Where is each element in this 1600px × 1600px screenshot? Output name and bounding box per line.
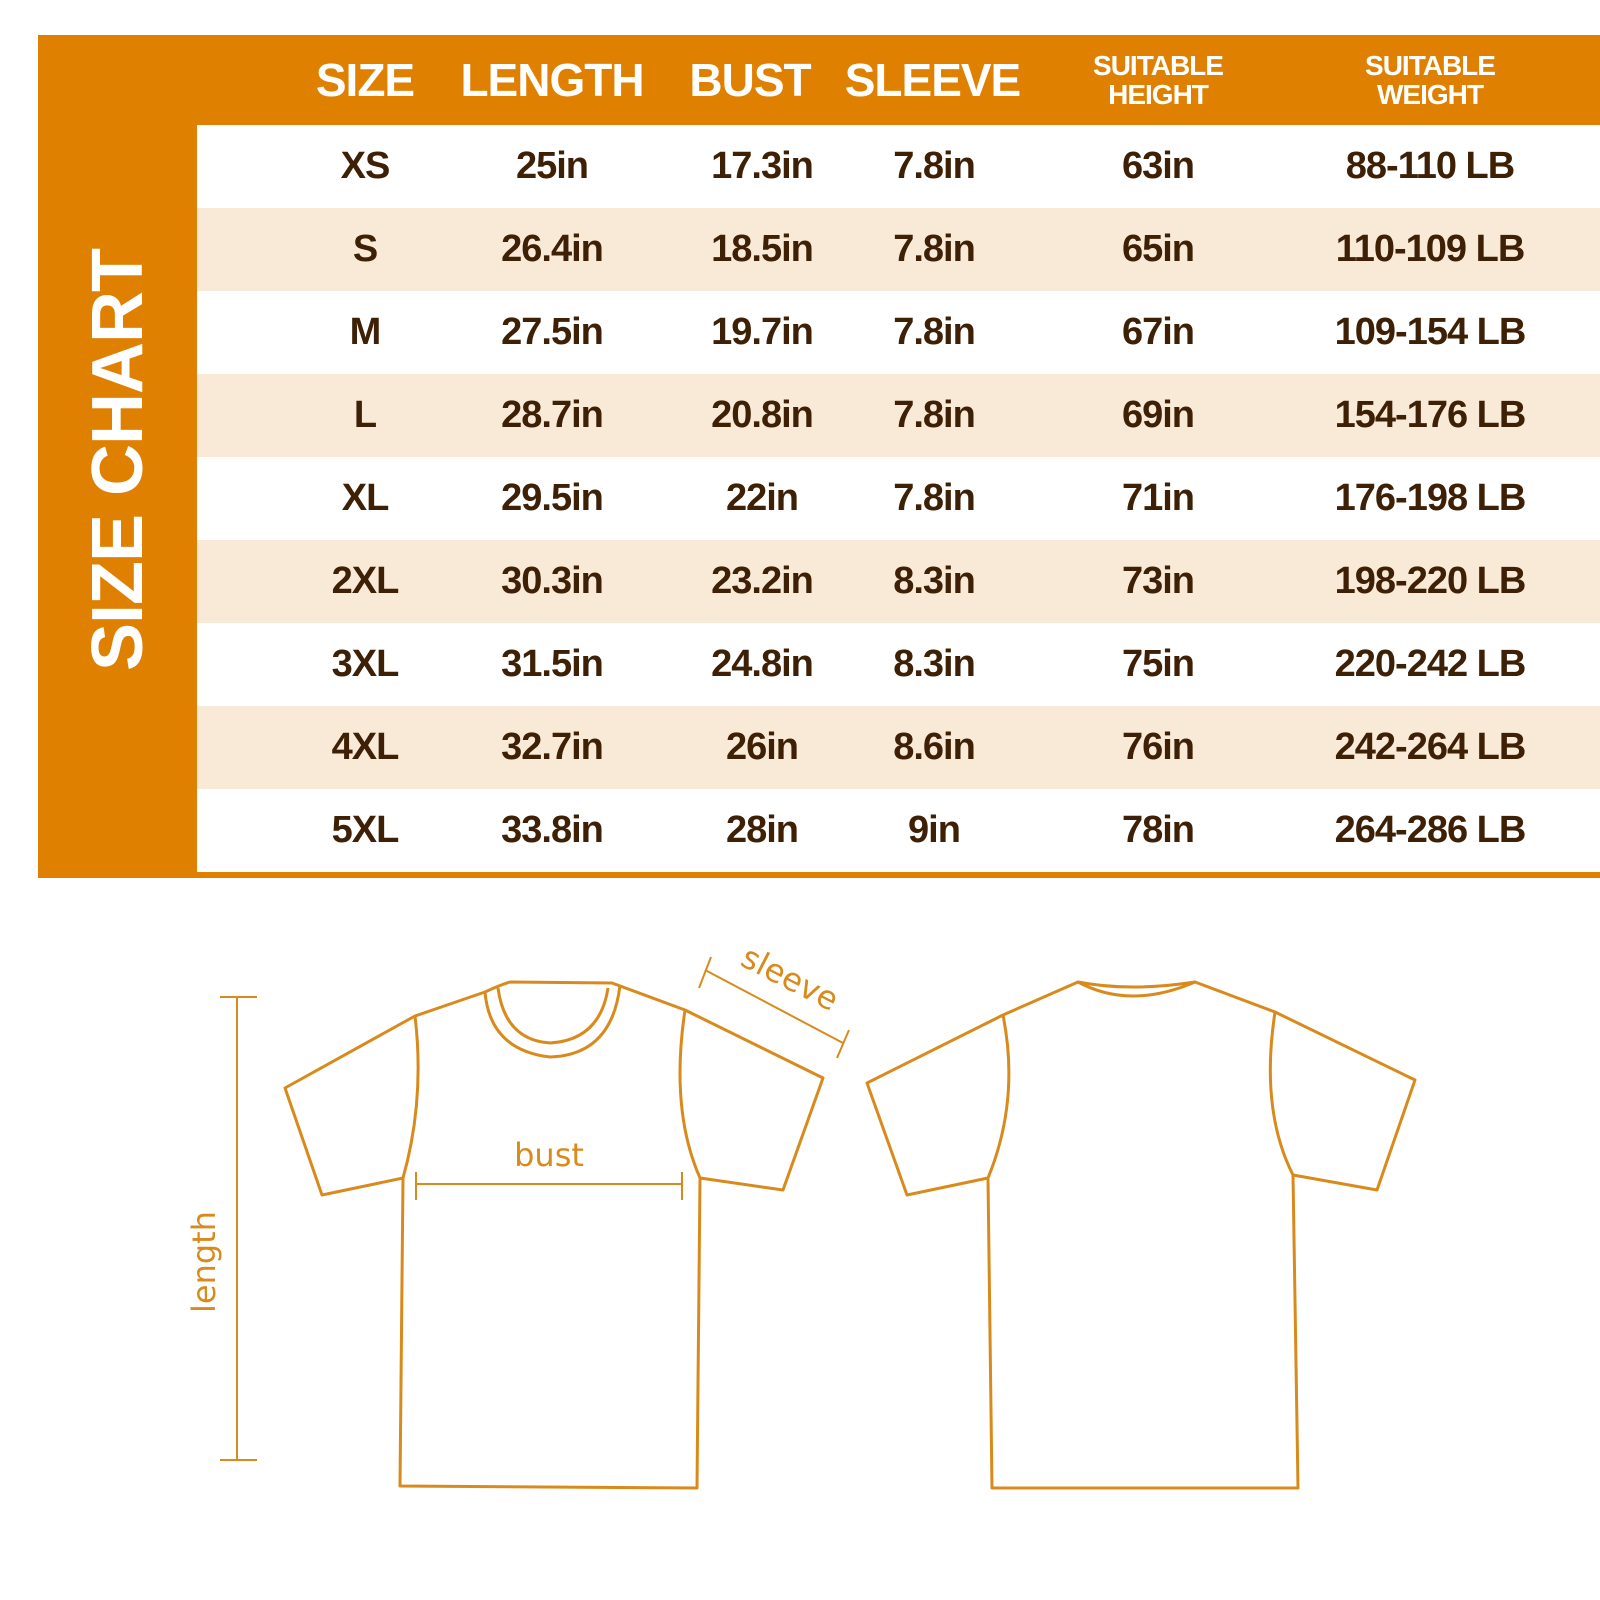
table-row: XL 29.5in 22in 7.8in 71in 176-198 LB: [197, 457, 1600, 540]
cell-height: 78in: [1121, 809, 1195, 851]
cell-height: 71in: [1121, 477, 1195, 519]
cell-length: 27.5in: [501, 311, 604, 353]
cell-weight: 154-176 LB: [1334, 394, 1527, 436]
header-length: LENGTH: [460, 54, 644, 106]
cell-length: 25in: [515, 145, 589, 187]
cell-bust: 24.8in: [711, 643, 814, 685]
cell-sleeve: 8.3in: [893, 560, 976, 602]
header-text: SUITABLE: [1365, 50, 1496, 81]
cell-sleeve: 8.6in: [893, 726, 976, 768]
table-row: 2XL 30.3in 23.2in 8.3in 73in 198-220 LB: [197, 540, 1600, 623]
sleeve-label: sleeve: [735, 938, 845, 1019]
cell-height: 67in: [1121, 311, 1195, 353]
cell-weight: 220-242 LB: [1334, 643, 1527, 685]
header-suitable-height: SUITABLE HEIGHT: [1058, 35, 1258, 125]
cell-weight: 198-220 LB: [1334, 560, 1527, 602]
cell-bust: 19.7in: [711, 311, 814, 353]
header-size: SIZE: [315, 54, 415, 106]
table-row: 4XL 32.7in 26in 8.6in 76in 242-264 LB: [197, 706, 1600, 789]
cell-height: 75in: [1121, 643, 1195, 685]
cell-bust: 17.3in: [711, 145, 814, 187]
cell-height: 63in: [1121, 145, 1195, 187]
side-title-bar: [38, 35, 197, 878]
header-text: HEIGHT: [1108, 79, 1209, 110]
table-row: 5XL 33.8in 28in 9in 78in 264-286 LB: [197, 789, 1600, 872]
cell-bust: 22in: [725, 477, 799, 519]
cell-bust: 18.5in: [711, 228, 814, 270]
cell-length: 33.8in: [501, 809, 604, 851]
table-header-bar: [38, 35, 1600, 125]
table-row: L 28.7in 20.8in 7.8in 69in 154-176 LB: [197, 374, 1600, 457]
header-text: SUITABLE: [1093, 50, 1224, 81]
cell-length: 28.7in: [501, 394, 604, 436]
cell-sleeve: 7.8in: [893, 394, 976, 436]
cell-length: 30.3in: [501, 560, 604, 602]
cell-weight: 109-154 LB: [1334, 311, 1527, 353]
cell-sleeve: 7.8in: [893, 477, 976, 519]
cell-weight: 242-264 LB: [1334, 726, 1527, 768]
size-table: XS 25in 17.3in 7.8in 63in 88-110 LB S 26.4in 18.…: [197, 125, 1600, 872]
cell-size: XS: [340, 145, 391, 187]
sleeve-line: [704, 969, 844, 1044]
cell-sleeve: 8.3in: [893, 643, 976, 685]
cell-length: 29.5in: [501, 477, 604, 519]
table-row: 3XL 31.5in 24.8in 8.3in 75in 220-242 LB: [197, 623, 1600, 706]
header-text: WEIGHT: [1377, 79, 1484, 110]
cell-weight: 176-198 LB: [1334, 477, 1527, 519]
header-sleeve: SLEEVE: [844, 54, 1022, 106]
header-suitable-weight: SUITABLE WEIGHT: [1330, 35, 1530, 125]
tshirt-front: [283, 980, 825, 1490]
cell-bust: 23.2in: [711, 560, 814, 602]
cell-length: 31.5in: [501, 643, 604, 685]
cell-length: 26.4in: [501, 228, 604, 270]
header-bust: BUST: [689, 54, 811, 106]
tshirt-back: [865, 980, 1417, 1490]
cell-weight: 264-286 LB: [1334, 809, 1527, 851]
cell-size: 4XL: [331, 726, 400, 768]
cell-length: 32.7in: [501, 726, 604, 768]
cell-sleeve: 7.8in: [893, 145, 976, 187]
table-row: S 26.4in 18.5in 7.8in 65in 110-109 LB: [197, 208, 1600, 291]
length-label: length: [185, 1211, 223, 1313]
cell-size: 2XL: [331, 560, 400, 602]
table-row: XS 25in 17.3in 7.8in 63in 88-110 LB: [197, 125, 1600, 208]
cell-weight: 88-110 LB: [1345, 145, 1515, 187]
cell-size: M: [349, 311, 382, 353]
cell-height: 65in: [1121, 228, 1195, 270]
cell-size: S: [352, 228, 378, 270]
measure-lines: [220, 956, 850, 1461]
cell-bust: 20.8in: [711, 394, 814, 436]
bust-label: bust: [514, 1136, 584, 1174]
cell-sleeve: 7.8in: [893, 311, 976, 353]
cell-bust: 26in: [725, 726, 799, 768]
cell-height: 69in: [1121, 394, 1195, 436]
cell-size: L: [353, 394, 377, 436]
cell-weight: 110-109 LB: [1335, 228, 1526, 270]
table-row: M 27.5in 19.7in 7.8in 67in 109-154 LB: [197, 291, 1600, 374]
cell-sleeve: 9in: [908, 809, 961, 851]
cell-height: 76in: [1121, 726, 1195, 768]
cell-sleeve: 7.8in: [893, 228, 976, 270]
cell-size: 3XL: [331, 643, 400, 685]
cell-size: XL: [341, 477, 390, 519]
table-bottom-border: [197, 872, 1600, 878]
cell-bust: 28in: [725, 809, 799, 851]
cell-size: 5XL: [331, 809, 400, 851]
cell-height: 73in: [1121, 560, 1195, 602]
